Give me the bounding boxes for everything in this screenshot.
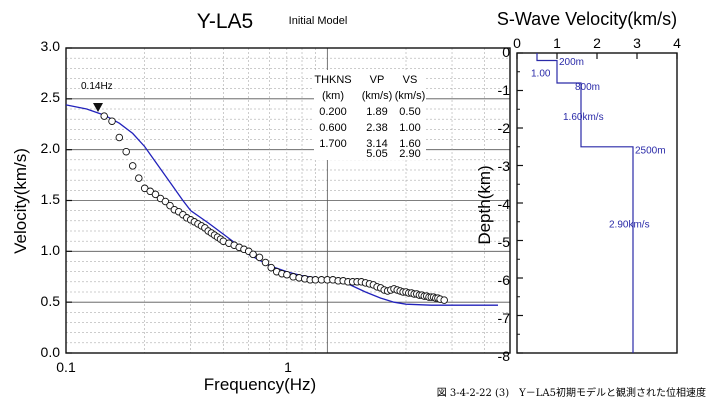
profile-plot-area [516, 52, 678, 354]
x-tick-label: 3 [633, 35, 641, 51]
table-cell: 1.00 [399, 122, 420, 134]
profile-y-ticks: 0 -1 -2 -3 -4 -5 -6 -7 -8 [498, 44, 511, 364]
dispersion-y-ticks: 0.0 0.5 1.0 1.5 2.0 2.5 3.0 [41, 38, 61, 360]
observed-data-point [261, 258, 270, 267]
observed-data-point [255, 253, 264, 262]
observed-data-point [122, 147, 130, 156]
x-tick-label: 0.1 [56, 359, 76, 375]
model-parameter-table: THKNS VP VS (km) (km/s) (km/s) 0.200 1.8… [314, 70, 426, 160]
shear-velocity-profile [536, 53, 634, 353]
y-tick-label: -4 [498, 196, 511, 212]
profile-title: S-Wave Velocity(km/s) [497, 9, 677, 29]
annotation-arrow [93, 103, 103, 112]
observed-data-point [267, 263, 275, 272]
observed-data-point [151, 190, 160, 199]
x-tick-label: 1 [284, 359, 292, 375]
y-tick-label: -2 [498, 120, 511, 136]
y-tick-label: -8 [498, 348, 511, 364]
y-tick-label: -3 [498, 158, 511, 174]
table-header: VS [403, 74, 418, 86]
table-cell: 3.14 [366, 138, 387, 150]
chart-subtitle: Initial Model [289, 15, 348, 27]
profile-annotation: 2.90km/s [609, 219, 650, 230]
profile-annotation: 1.00 [531, 68, 551, 79]
table-cell: 1.700 [319, 138, 347, 150]
y-tick-label: 0.5 [41, 293, 61, 309]
y-tick-label: 3.0 [41, 38, 61, 54]
table-cell: 5.05 [366, 148, 387, 160]
frequency-annotation: 0.14Hz [81, 81, 113, 112]
y-tick-label: -1 [498, 82, 511, 98]
profile-annotation: 200m [559, 57, 584, 68]
figure-caption: 図 3-4-2-22 (3) Y－LA5初期モデルと観測された位相速度 [437, 386, 706, 399]
dispersion-x-ticks: 0.1 1 [56, 359, 292, 375]
x-tick-label: 4 [673, 35, 681, 51]
profile-frame [516, 52, 678, 354]
observed-data-point [440, 296, 448, 304]
y-tick-label: 0.0 [41, 344, 61, 360]
y-tick-label: -7 [498, 310, 511, 326]
profile-series [536, 53, 634, 353]
y-tick-label: 1.5 [41, 191, 61, 207]
table-header: VP [370, 74, 385, 86]
table-cell: 0.600 [319, 122, 347, 134]
table-cell: 2.90 [399, 148, 420, 160]
table-header: THKNS [314, 74, 351, 86]
dispersion-chart: Y-LA5 Initial Model 0.0 0.5 1.0 1.5 2.0 … [11, 10, 511, 394]
x-axis-label: Frequency(Hz) [204, 375, 316, 394]
y-tick-label: 0 [502, 44, 510, 60]
profile-y-axis-label: Depth(km) [475, 165, 494, 244]
table-cell: 2.38 [366, 122, 387, 134]
annotation-label: 0.14Hz [81, 81, 113, 92]
velocity-profile-chart: S-Wave Velocity(km/s) 0 1 2 3 4 0 -1 -2 … [475, 9, 681, 364]
observed-data-point [161, 197, 170, 206]
table-unit: (km) [322, 90, 344, 102]
y-axis-label: Velocity(km/s) [11, 148, 30, 254]
table-cell: 0.200 [319, 106, 347, 118]
table-background [314, 70, 426, 160]
x-tick-label: 0 [513, 35, 521, 51]
y-tick-label: -6 [498, 272, 511, 288]
profile-x-ticks: 0 1 2 3 4 [513, 35, 681, 51]
observed-data-point [283, 270, 291, 279]
profile-annotation: 1.60km/s [563, 112, 604, 123]
profile-annotation: 2500m [635, 146, 666, 157]
profile-labels: 200m 1.00 800m 1.60km/s 2500m 2.90km/s [531, 57, 666, 230]
observed-data-point [108, 117, 116, 125]
dispersion-grid [65, 47, 511, 354]
table-cell: 1.89 [366, 106, 387, 118]
profile-annotation: 800m [575, 82, 600, 93]
x-tick-label: 1 [553, 35, 561, 51]
chart-title: Y-LA5 [197, 10, 253, 33]
observed-data-point [135, 174, 143, 182]
y-tick-label: 1.0 [41, 242, 61, 258]
observed-data-point [100, 112, 108, 120]
x-tick-label: 2 [593, 35, 601, 51]
table-unit: (km/s) [395, 90, 426, 102]
dispersion-series [65, 104, 498, 306]
table-cell: 1.60 [399, 138, 420, 150]
observed-data-point [115, 133, 124, 142]
observed-data-point [311, 276, 320, 284]
table-unit: (km/s) [362, 90, 393, 102]
y-tick-label: 2.5 [41, 89, 61, 105]
table-cell: 0.50 [399, 106, 420, 118]
observed-data-point [249, 250, 257, 259]
observed-data-point [128, 162, 137, 170]
y-tick-label: 2.0 [41, 140, 61, 156]
y-tick-label: -5 [498, 234, 511, 250]
